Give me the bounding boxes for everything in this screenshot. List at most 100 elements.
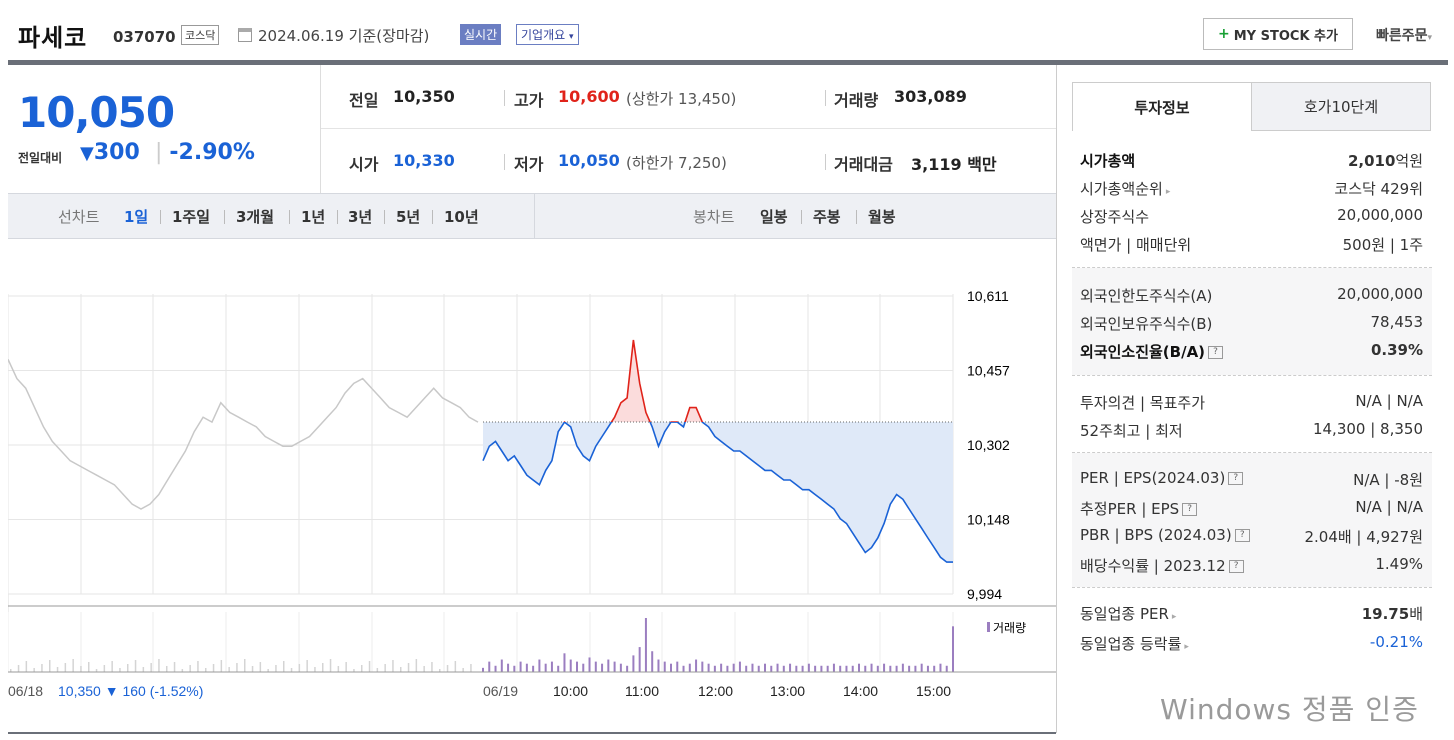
help-icon[interactable]: ? <box>1208 346 1224 359</box>
down-arrow-icon: ▼ <box>80 143 94 164</box>
section-divider <box>1072 452 1432 453</box>
volume-bar <box>500 659 503 672</box>
volume-bar <box>676 661 679 672</box>
opinion-label: 투자의견 | 목표주가 <box>1080 394 1205 412</box>
tab-monthly-candle[interactable]: 월봉 <box>868 208 896 226</box>
prev-volume-bar <box>446 665 449 672</box>
help-icon[interactable]: ? <box>1234 529 1250 542</box>
pbr-label-text: PBR | BPS (2024.03) <box>1080 526 1232 544</box>
change-percent-value: -2.90% <box>169 140 255 165</box>
foreign-holding-label: 외국인보유주식수(B) <box>1080 315 1213 333</box>
quick-order-button[interactable]: 빠른주문▾ <box>1376 25 1432 45</box>
tab-orderbook-10[interactable]: 호가10단계 <box>1251 82 1431 131</box>
volume-bar <box>507 663 510 672</box>
trade-value: 3,119 백만 <box>911 151 997 175</box>
market-cap-rank-value: 코스닥 429위 <box>1334 180 1423 198</box>
prev-volume-bar <box>56 667 59 672</box>
price-chart[interactable]: 10,611 10,457 10,302 10,148 9,994 거래량 06/18 10,… <box>8 240 1056 710</box>
tab-3year[interactable]: 3년 <box>348 208 373 226</box>
tab-investment-info[interactable]: 투자정보 <box>1072 82 1252 131</box>
volume-bar <box>494 665 497 672</box>
volume-bar <box>920 663 923 672</box>
foreign-limit-value: 20,000,000 <box>1337 285 1423 303</box>
per-row: PER | EPS(2024.03)? N/A | -8원 <box>1080 469 1423 490</box>
volume-bar <box>544 663 547 672</box>
volume-label: 거래량 <box>834 91 879 110</box>
volume-bar <box>525 663 528 672</box>
volume-bar <box>513 665 516 672</box>
sector-per-row[interactable]: 동일업종 PER ▸ 19.75배 <box>1080 603 1423 624</box>
volume-bar <box>933 665 936 672</box>
prev-volume-bar <box>228 667 230 672</box>
x-tick-label: 14:00 <box>843 683 878 699</box>
foreign-holding-value: 78,453 <box>1370 313 1424 331</box>
stock-code: 037070 <box>113 28 176 46</box>
volume-bar <box>889 665 892 672</box>
below-prev-close-fill <box>483 422 953 563</box>
prev-volume-bar <box>337 666 340 672</box>
tab-1year[interactable]: 1년 <box>301 208 326 226</box>
price-box <box>8 65 321 193</box>
tab-1day[interactable]: 1일 <box>124 208 149 226</box>
volume-bar <box>670 663 672 672</box>
market-cap-row: 시가총액 2,010억원 <box>1080 150 1423 171</box>
separator <box>384 210 385 224</box>
opinion-value: N/A | N/A <box>1355 392 1423 410</box>
company-overview-label: 기업개요 <box>521 28 566 42</box>
foreign-limit-label: 외국인한도주식수(A) <box>1080 287 1213 305</box>
tab-bar-divider <box>534 193 535 239</box>
prev-volume-bar <box>259 662 262 672</box>
prev-volume-bar <box>251 666 254 672</box>
prev-volume-bar <box>384 664 386 672</box>
date-suffix: 기준(장마감) <box>343 27 430 45</box>
prev-volume-bar <box>25 661 28 672</box>
tab-1week[interactable]: 1주일 <box>172 208 211 226</box>
market-cap-rank-row[interactable]: 시가총액순위 ▸ 코스닥 429위 <box>1080 178 1423 199</box>
volume-bar <box>939 663 942 672</box>
prev-day-summary: 10,350 ▼ 160 (-1.52%) <box>58 683 203 699</box>
help-icon[interactable]: ? <box>1182 503 1198 516</box>
volume-bar <box>770 665 773 672</box>
tab-5year[interactable]: 5년 <box>396 208 421 226</box>
help-icon[interactable]: ? <box>1228 560 1244 573</box>
realtime-button[interactable]: 실시간 <box>460 24 502 45</box>
tab-weekly-candle[interactable]: 주봉 <box>813 208 841 226</box>
prev-volume-bar <box>298 664 301 672</box>
compare-label: 전일대비 <box>18 151 63 165</box>
volume-bar <box>908 665 911 672</box>
date-value: 2024.06.19 <box>258 27 344 45</box>
pbr-row: PBR | BPS (2024.03)? 2.04배 | 4,927원 <box>1080 526 1423 547</box>
volume-bar <box>550 661 553 672</box>
plus-icon: + <box>1218 26 1230 42</box>
market-cap-label: 시가총액 <box>1080 152 1136 170</box>
help-icon[interactable]: ? <box>1228 472 1244 485</box>
prev-volume-bar <box>111 661 113 672</box>
volume-bar <box>789 663 792 672</box>
per-label: PER | EPS(2024.03)? <box>1080 469 1244 490</box>
volume-legend-swatch <box>987 622 990 632</box>
volume-bar <box>764 663 766 672</box>
sector-change-label-text: 동일업종 등락률 <box>1080 635 1182 653</box>
company-overview-button[interactable]: 기업개요 ▾ <box>516 24 579 45</box>
dividend-row: 배당수익률 | 2023.12? 1.49% <box>1080 555 1423 576</box>
volume-bar <box>864 665 867 672</box>
prev-volume-bar <box>173 662 176 672</box>
sector-change-row[interactable]: 동일업종 등락률 ▸ -0.21% <box>1080 633 1423 654</box>
foreign-ratio-label-text: 외국인소진율(B/A) <box>1080 343 1206 361</box>
volume-bar <box>858 663 860 672</box>
tab-daily-candle[interactable]: 일봉 <box>760 208 788 226</box>
separator: | <box>155 140 170 165</box>
add-my-stock-button[interactable]: + MY STOCK 추가 <box>1203 18 1353 50</box>
prev-close-label: 전일 <box>349 91 379 110</box>
tab-3month[interactable]: 3개월 <box>236 208 275 226</box>
separator <box>504 90 505 106</box>
trade-value-label: 거래대금 <box>834 155 893 174</box>
volume-bar <box>657 659 660 672</box>
volume-bar <box>644 618 647 672</box>
top-divider <box>8 60 1448 65</box>
volume-bar <box>851 665 854 672</box>
market-badge: 코스닥 <box>181 25 220 45</box>
market-cap-value: 2,010억원 <box>1348 150 1423 171</box>
volume-bar <box>569 659 572 672</box>
tab-10year[interactable]: 10년 <box>444 208 479 226</box>
